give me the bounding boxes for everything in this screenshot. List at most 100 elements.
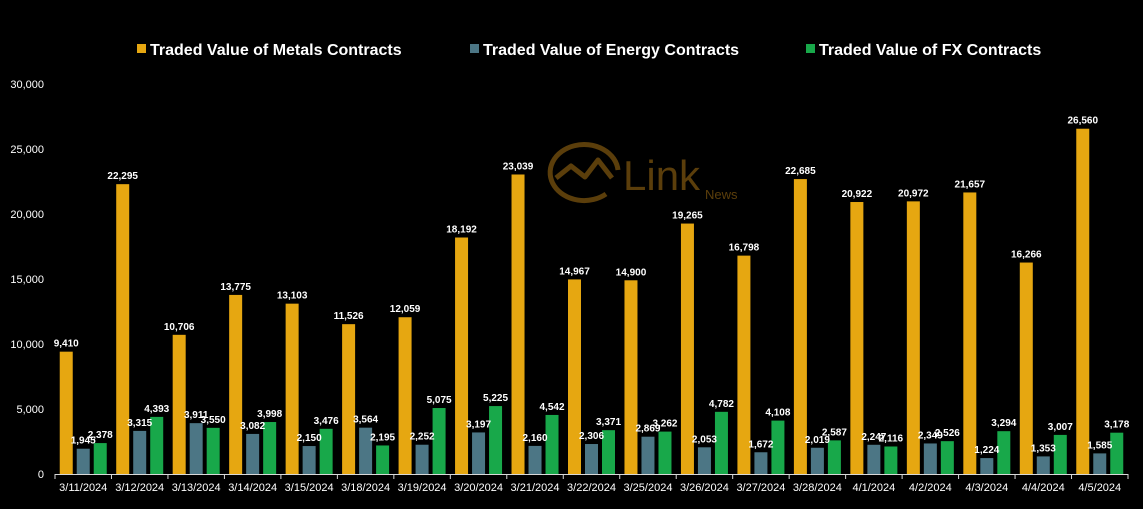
data-label: 16,798 — [729, 243, 760, 254]
data-label: 1,353 — [1031, 443, 1056, 454]
data-label: 5,225 — [483, 393, 508, 404]
data-label: 2,053 — [692, 434, 717, 445]
x-tick-label: 3/19/2024 — [398, 482, 447, 494]
bar-fx — [827, 440, 841, 474]
bar-energy — [980, 458, 994, 474]
data-label: 14,900 — [616, 267, 647, 278]
data-label: 3,315 — [127, 418, 152, 429]
data-label: 2,587 — [822, 427, 847, 438]
bar-fx — [93, 443, 107, 474]
y-tick-label: 25,000 — [10, 144, 44, 156]
bar-energy — [867, 444, 881, 474]
bar-energy — [697, 447, 711, 474]
data-label: 2,252 — [410, 432, 435, 443]
data-label: 9,410 — [54, 339, 79, 350]
x-tick-label: 3/22/2024 — [567, 482, 616, 494]
bar-fx — [884, 446, 898, 474]
x-tick-label: 3/21/2024 — [511, 482, 560, 494]
data-label: 3,371 — [596, 417, 621, 428]
bar-metals — [793, 179, 807, 474]
data-label: 3,998 — [257, 409, 282, 420]
bar-energy — [754, 452, 768, 474]
x-tick-label: 3/28/2024 — [793, 482, 842, 494]
data-label: 10,706 — [164, 322, 195, 333]
x-tick-label: 3/14/2024 — [228, 482, 277, 494]
bar-energy — [641, 436, 655, 474]
bar-fx — [940, 441, 954, 474]
y-tick-label: 30,000 — [10, 79, 44, 91]
data-label: 2,349 — [918, 430, 943, 441]
data-label: 3,550 — [201, 415, 226, 426]
x-tick-label: 4/3/2024 — [965, 482, 1008, 494]
data-label: 2,160 — [523, 433, 548, 444]
data-label: 2,526 — [935, 428, 960, 439]
data-label: 2,116 — [879, 433, 904, 444]
bar-fx — [714, 411, 728, 474]
data-label: 11,526 — [334, 311, 364, 322]
bar-fx — [1053, 434, 1067, 474]
data-label: 18,192 — [446, 225, 477, 236]
data-label: 4,393 — [144, 404, 169, 415]
x-tick-label: 3/27/2024 — [736, 482, 785, 494]
bar-energy — [585, 444, 598, 474]
bar-metals — [398, 317, 412, 474]
bar-fx — [1110, 432, 1124, 474]
x-tick-label: 4/5/2024 — [1078, 482, 1121, 494]
bar-metals — [511, 174, 525, 475]
bar-energy — [302, 446, 316, 474]
bar-fx — [602, 430, 615, 474]
x-tick-label: 4/1/2024 — [852, 482, 895, 494]
x-tick-label: 3/18/2024 — [341, 482, 390, 494]
data-label: 2,150 — [297, 433, 322, 444]
bar-fx — [319, 428, 333, 474]
data-label: 2,306 — [579, 431, 604, 442]
y-axis: 0 5,000 10,000 15,000 20,000 25,000 30,000 — [10, 79, 44, 481]
x-tick-label: 3/20/2024 — [454, 482, 503, 494]
bar-metals — [172, 334, 186, 474]
y-tick-label: 0 — [38, 469, 44, 481]
bar-fx — [489, 406, 503, 474]
data-label: 20,972 — [898, 188, 929, 199]
bar-metals — [116, 184, 130, 475]
x-tick-label: 3/11/2024 — [59, 482, 107, 494]
data-label: 1,672 — [748, 439, 773, 450]
bar-energy — [76, 448, 90, 474]
bar-energy — [415, 444, 429, 474]
data-label: 3,262 — [652, 419, 677, 430]
data-label: 23,039 — [503, 161, 534, 172]
bar-fx — [376, 445, 390, 474]
data-label: 1,945 — [71, 436, 96, 447]
y-tick-label: 15,000 — [10, 274, 44, 286]
bar-metals — [680, 223, 694, 474]
bar-fx — [658, 431, 672, 474]
data-label: 3,294 — [991, 418, 1016, 429]
bar-metals — [285, 303, 299, 474]
data-label: 3,178 — [1104, 420, 1129, 431]
data-label: 20,922 — [842, 189, 873, 200]
bar-energy — [133, 430, 147, 474]
bar-energy — [1093, 453, 1107, 474]
logo-ring-icon — [547, 142, 621, 204]
data-label: 14,967 — [559, 266, 590, 277]
bar-metals — [342, 324, 356, 474]
data-label: 3,082 — [240, 421, 265, 432]
bar-metals — [229, 294, 243, 474]
bar-metals — [1019, 262, 1033, 474]
data-label: 2,195 — [370, 432, 395, 443]
data-label: 1,224 — [974, 445, 999, 456]
x-tick-label: 3/12/2024 — [115, 482, 164, 494]
data-label: 13,775 — [220, 282, 251, 293]
bar-metals — [963, 192, 977, 475]
data-label: 3,911 — [184, 410, 209, 421]
legend-swatch-1 — [137, 44, 146, 53]
data-label: 4,108 — [765, 408, 790, 419]
watermark-logo: Link News — [547, 142, 738, 204]
bar-metals — [624, 280, 638, 474]
bar-energy — [923, 443, 937, 474]
data-label: 3,007 — [1048, 422, 1073, 433]
legend-label-2: Traded Value of Energy Contracts — [483, 42, 739, 59]
logo-brand-text: Link — [623, 152, 701, 199]
x-tick-label: 3/26/2024 — [680, 482, 729, 494]
